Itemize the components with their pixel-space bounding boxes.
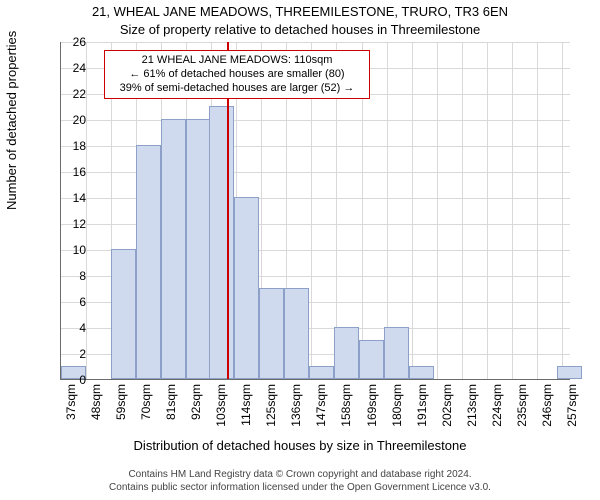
histogram-bar (111, 249, 136, 379)
vgrid-line (562, 42, 563, 379)
x-tick-label: 224sqm (490, 384, 504, 427)
vgrid-line (462, 42, 463, 379)
footer-line2: Contains public sector information licen… (0, 482, 600, 495)
y-tick-label: 26 (46, 35, 86, 49)
vgrid-line (437, 42, 438, 379)
callout-line3: 39% of semi-detached houses are larger (… (111, 82, 363, 96)
vgrid-line (537, 42, 538, 379)
x-axis-label: Distribution of detached houses by size … (0, 438, 600, 453)
x-tick-label: 180sqm (390, 384, 404, 427)
x-tick-label: 235sqm (515, 384, 529, 427)
x-tick-label: 213sqm (465, 384, 479, 427)
x-tick-label: 136sqm (289, 384, 303, 427)
x-tick-label: 37sqm (64, 384, 78, 420)
x-tick-label: 81sqm (164, 384, 178, 420)
y-tick-label: 22 (46, 87, 86, 101)
x-tick-label: 246sqm (540, 384, 554, 427)
vgrid-line (412, 42, 413, 379)
y-axis-label: Number of detached properties (4, 31, 19, 210)
x-tick-label: 191sqm (415, 384, 429, 427)
y-tick-label: 4 (46, 321, 86, 335)
y-tick-label: 24 (46, 61, 86, 75)
y-tick-label: 18 (46, 139, 86, 153)
y-tick-label: 8 (46, 269, 86, 283)
histogram-bar (334, 327, 359, 379)
callout-line2: ← 61% of detached houses are smaller (80… (111, 68, 363, 82)
x-tick-label: 48sqm (89, 384, 103, 420)
footer-line1: Contains HM Land Registry data © Crown c… (0, 469, 600, 482)
callout-box: 21 WHEAL JANE MEADOWS: 110sqm ← 61% of d… (104, 50, 370, 99)
vgrid-line (487, 42, 488, 379)
histogram-bar (161, 119, 186, 379)
histogram-bar (209, 106, 234, 379)
y-tick-label: 12 (46, 217, 86, 231)
y-tick-label: 14 (46, 191, 86, 205)
vgrid-line (512, 42, 513, 379)
x-tick-label: 147sqm (314, 384, 328, 427)
x-tick-label: 92sqm (189, 384, 203, 420)
footer-attribution: Contains HM Land Registry data © Crown c… (0, 469, 600, 494)
histogram-bar (259, 288, 284, 379)
x-tick-label: 114sqm (239, 384, 253, 426)
histogram-bar (284, 288, 309, 379)
y-tick-label: 6 (46, 295, 86, 309)
x-tick-label: 70sqm (139, 384, 153, 420)
histogram-bar (557, 366, 582, 379)
hgrid-line (61, 120, 570, 121)
histogram-bar (409, 366, 434, 379)
chart-title-line2: Size of property relative to detached ho… (0, 22, 600, 37)
x-tick-label: 59sqm (114, 384, 128, 420)
chart-container: 21, WHEAL JANE MEADOWS, THREEMILESTONE, … (0, 0, 600, 500)
y-tick-label: 16 (46, 165, 86, 179)
vgrid-line (86, 42, 87, 379)
y-tick-label: 20 (46, 113, 86, 127)
x-tick-label: 202sqm (440, 384, 454, 427)
histogram-bar (309, 366, 334, 379)
histogram-bar (359, 340, 384, 379)
hgrid-line (61, 42, 570, 43)
y-tick-label: 2 (46, 347, 86, 361)
x-tick-label: 169sqm (365, 384, 379, 427)
histogram-bar (136, 145, 161, 379)
x-tick-label: 103sqm (214, 384, 228, 427)
chart-title-line1: 21, WHEAL JANE MEADOWS, THREEMILESTONE, … (0, 4, 600, 19)
x-tick-label: 158sqm (339, 384, 353, 427)
callout-line1: 21 WHEAL JANE MEADOWS: 110sqm (111, 54, 363, 68)
x-tick-label: 257sqm (565, 384, 579, 427)
x-tick-label: 125sqm (264, 384, 278, 427)
y-tick-label: 10 (46, 243, 86, 257)
histogram-bar (384, 327, 409, 379)
histogram-bar (234, 197, 259, 379)
histogram-bar (186, 119, 211, 379)
